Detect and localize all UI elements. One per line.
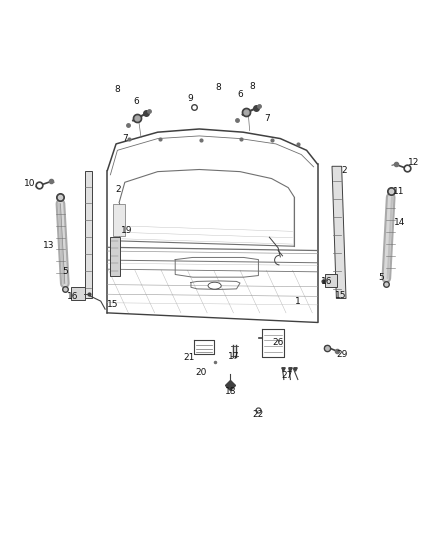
Polygon shape (332, 166, 346, 298)
Text: 7: 7 (264, 114, 270, 123)
Text: 5: 5 (62, 268, 68, 276)
Text: 20: 20 (196, 368, 207, 376)
Text: 12: 12 (408, 158, 420, 167)
Text: 8: 8 (215, 84, 221, 92)
Text: 15: 15 (107, 301, 119, 309)
Text: 16: 16 (67, 292, 78, 301)
Text: 6: 6 (237, 91, 243, 99)
FancyBboxPatch shape (110, 237, 120, 276)
Text: 9: 9 (187, 94, 194, 102)
Text: 6: 6 (133, 97, 139, 106)
Ellipse shape (208, 282, 221, 289)
Polygon shape (85, 171, 92, 298)
Text: 11: 11 (393, 188, 404, 196)
Text: 19: 19 (121, 226, 133, 235)
Text: 8: 8 (114, 85, 120, 94)
Text: 15: 15 (335, 292, 346, 300)
Bar (113, 204, 125, 236)
Text: 29: 29 (336, 351, 347, 359)
FancyBboxPatch shape (325, 274, 337, 287)
Text: 2: 2 (341, 166, 346, 175)
Text: 7: 7 (122, 134, 128, 143)
Text: 8: 8 (249, 82, 255, 91)
Text: 5: 5 (378, 273, 384, 281)
Text: 18: 18 (225, 387, 237, 395)
Text: 27: 27 (282, 372, 293, 380)
Text: 10: 10 (24, 179, 35, 188)
Text: 21: 21 (184, 353, 195, 361)
Text: 17: 17 (228, 352, 240, 360)
Text: 2: 2 (116, 185, 121, 193)
Text: 14: 14 (394, 219, 405, 227)
Text: 16: 16 (321, 277, 332, 286)
FancyBboxPatch shape (71, 287, 85, 300)
Text: 13: 13 (43, 241, 55, 249)
Text: 22: 22 (253, 410, 264, 419)
Text: 1: 1 (295, 297, 301, 305)
Text: 26: 26 (272, 338, 283, 346)
